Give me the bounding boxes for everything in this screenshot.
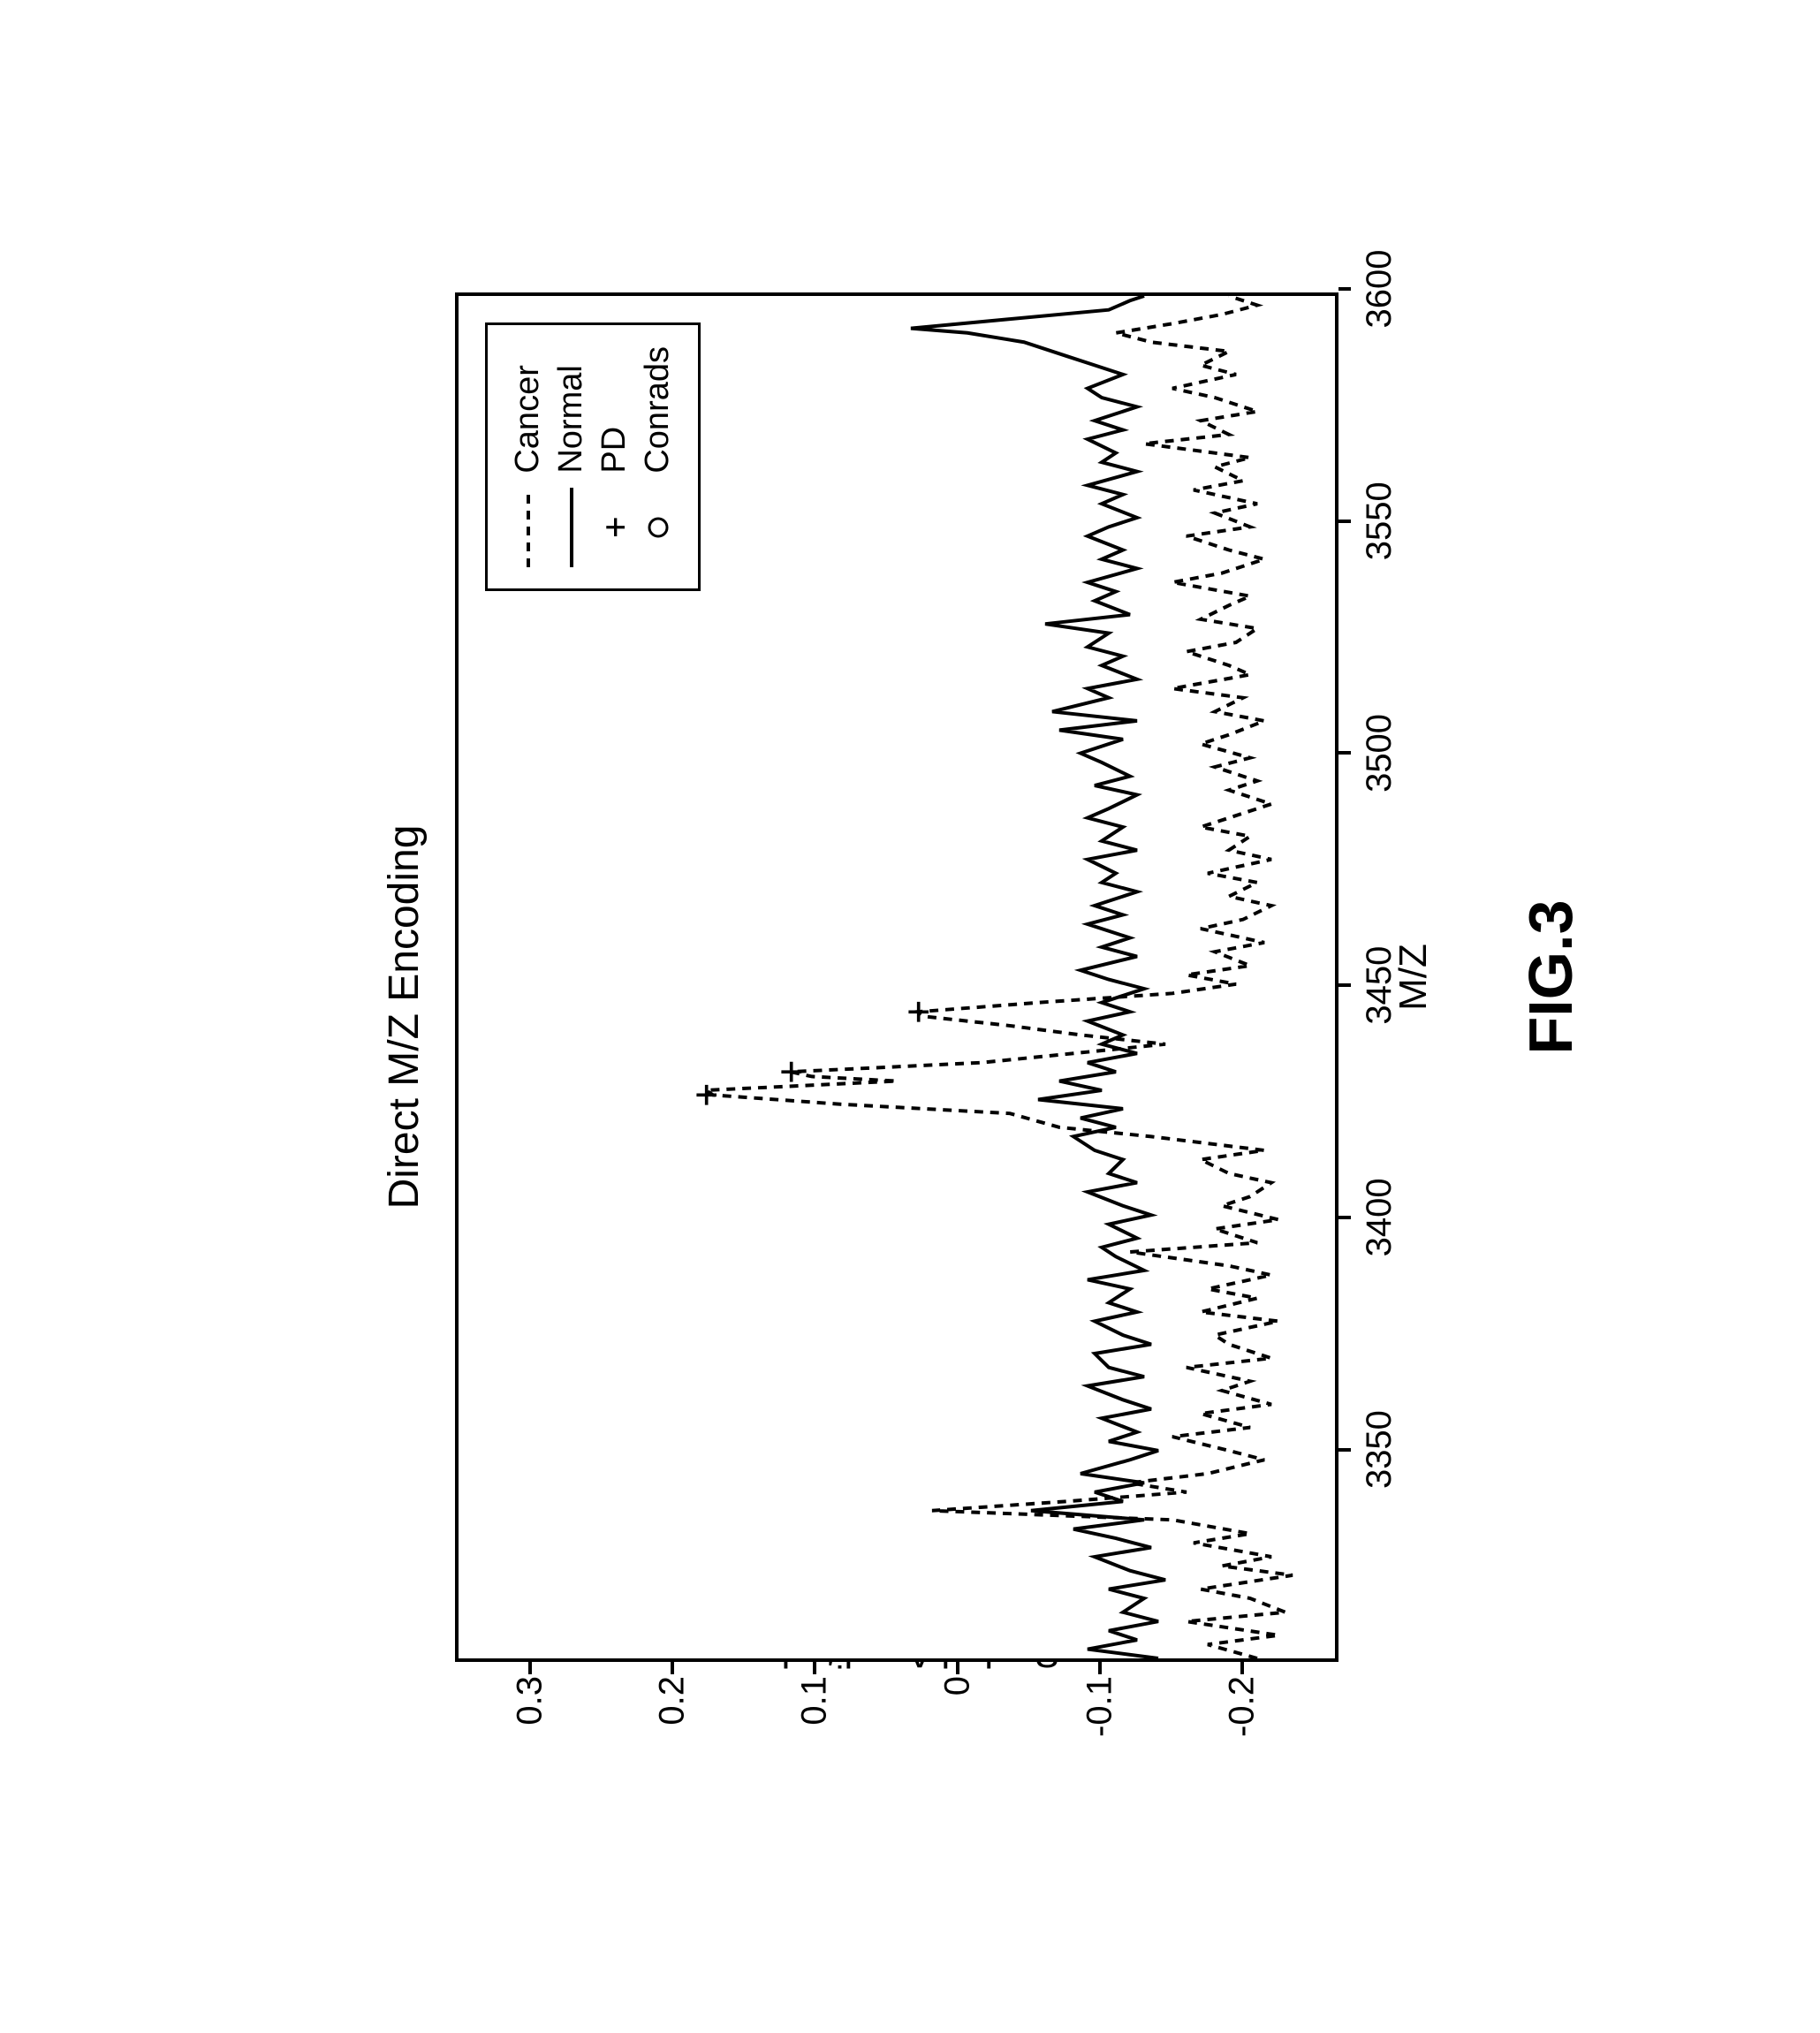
- y-tick-label: 0: [937, 1676, 977, 1800]
- y-tick: [1098, 1662, 1102, 1674]
- pd-marker: +: [769, 1059, 814, 1083]
- normal-line: [911, 296, 1165, 1658]
- legend-row-conrads: Conrads: [639, 346, 677, 567]
- x-tick-label: 3550: [1360, 482, 1399, 560]
- x-tick: [1338, 287, 1351, 291]
- legend-row-pd: + PD: [595, 346, 633, 567]
- y-tick: [956, 1662, 959, 1674]
- x-tick-label: 3600: [1360, 249, 1399, 328]
- plot-box: Cancer Normal + PD Conrads: [455, 292, 1338, 1662]
- cancer-line: [706, 296, 1293, 1658]
- x-tick: [1338, 983, 1351, 987]
- chart-area: Direct M/Z Encoding Scaled Amplitude Can…: [380, 222, 1440, 1812]
- x-tick: [1338, 1447, 1351, 1451]
- legend: Cancer Normal + PD Conrads: [485, 322, 701, 591]
- y-tick: [528, 1662, 532, 1674]
- y-tick-label: 0.2: [652, 1676, 692, 1800]
- figure-container: Direct M/Z Encoding Scaled Amplitude Can…: [380, 133, 1440, 1900]
- figure-caption: FIG.3: [1515, 292, 1586, 1662]
- y-tick-label: 0.1: [795, 1676, 835, 1800]
- legend-swatch-conrads: [645, 487, 671, 566]
- y-tick: [1240, 1662, 1244, 1674]
- y-tick: [671, 1662, 674, 1674]
- y-tick-label: 0.3: [510, 1676, 550, 1800]
- legend-label-conrads: Conrads: [639, 346, 677, 474]
- x-tick: [1338, 519, 1351, 522]
- x-tick-label: 3400: [1360, 1178, 1399, 1256]
- y-tick-label: -0.2: [1223, 1676, 1263, 1800]
- x-tick-label: 3450: [1360, 945, 1399, 1024]
- legend-swatch-cancer: [515, 487, 542, 566]
- legend-label-cancer: Cancer: [509, 365, 547, 474]
- pd-marker: +: [684, 1083, 729, 1107]
- legend-label-normal: Normal: [552, 365, 590, 473]
- legend-row-cancer: Cancer: [509, 346, 547, 567]
- chart-title: Direct M/Z Encoding: [380, 222, 428, 1812]
- x-tick: [1338, 751, 1351, 755]
- x-tick-label: 3500: [1360, 713, 1399, 792]
- x-tick: [1338, 1215, 1351, 1218]
- y-tick-label: -0.1: [1080, 1676, 1119, 1800]
- y-tick: [813, 1662, 816, 1674]
- legend-label-pd: PD: [595, 426, 633, 473]
- x-tick-label: 3350: [1360, 1410, 1399, 1489]
- legend-swatch-pd: +: [602, 487, 628, 566]
- legend-row-normal: Normal: [552, 346, 590, 567]
- pd-marker: +: [896, 999, 941, 1023]
- legend-swatch-normal: [558, 487, 585, 566]
